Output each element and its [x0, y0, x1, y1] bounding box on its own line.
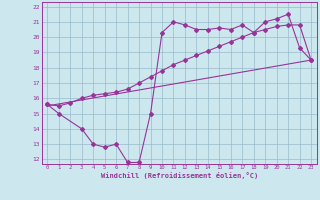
X-axis label: Windchill (Refroidissement éolien,°C): Windchill (Refroidissement éolien,°C) — [100, 172, 258, 179]
